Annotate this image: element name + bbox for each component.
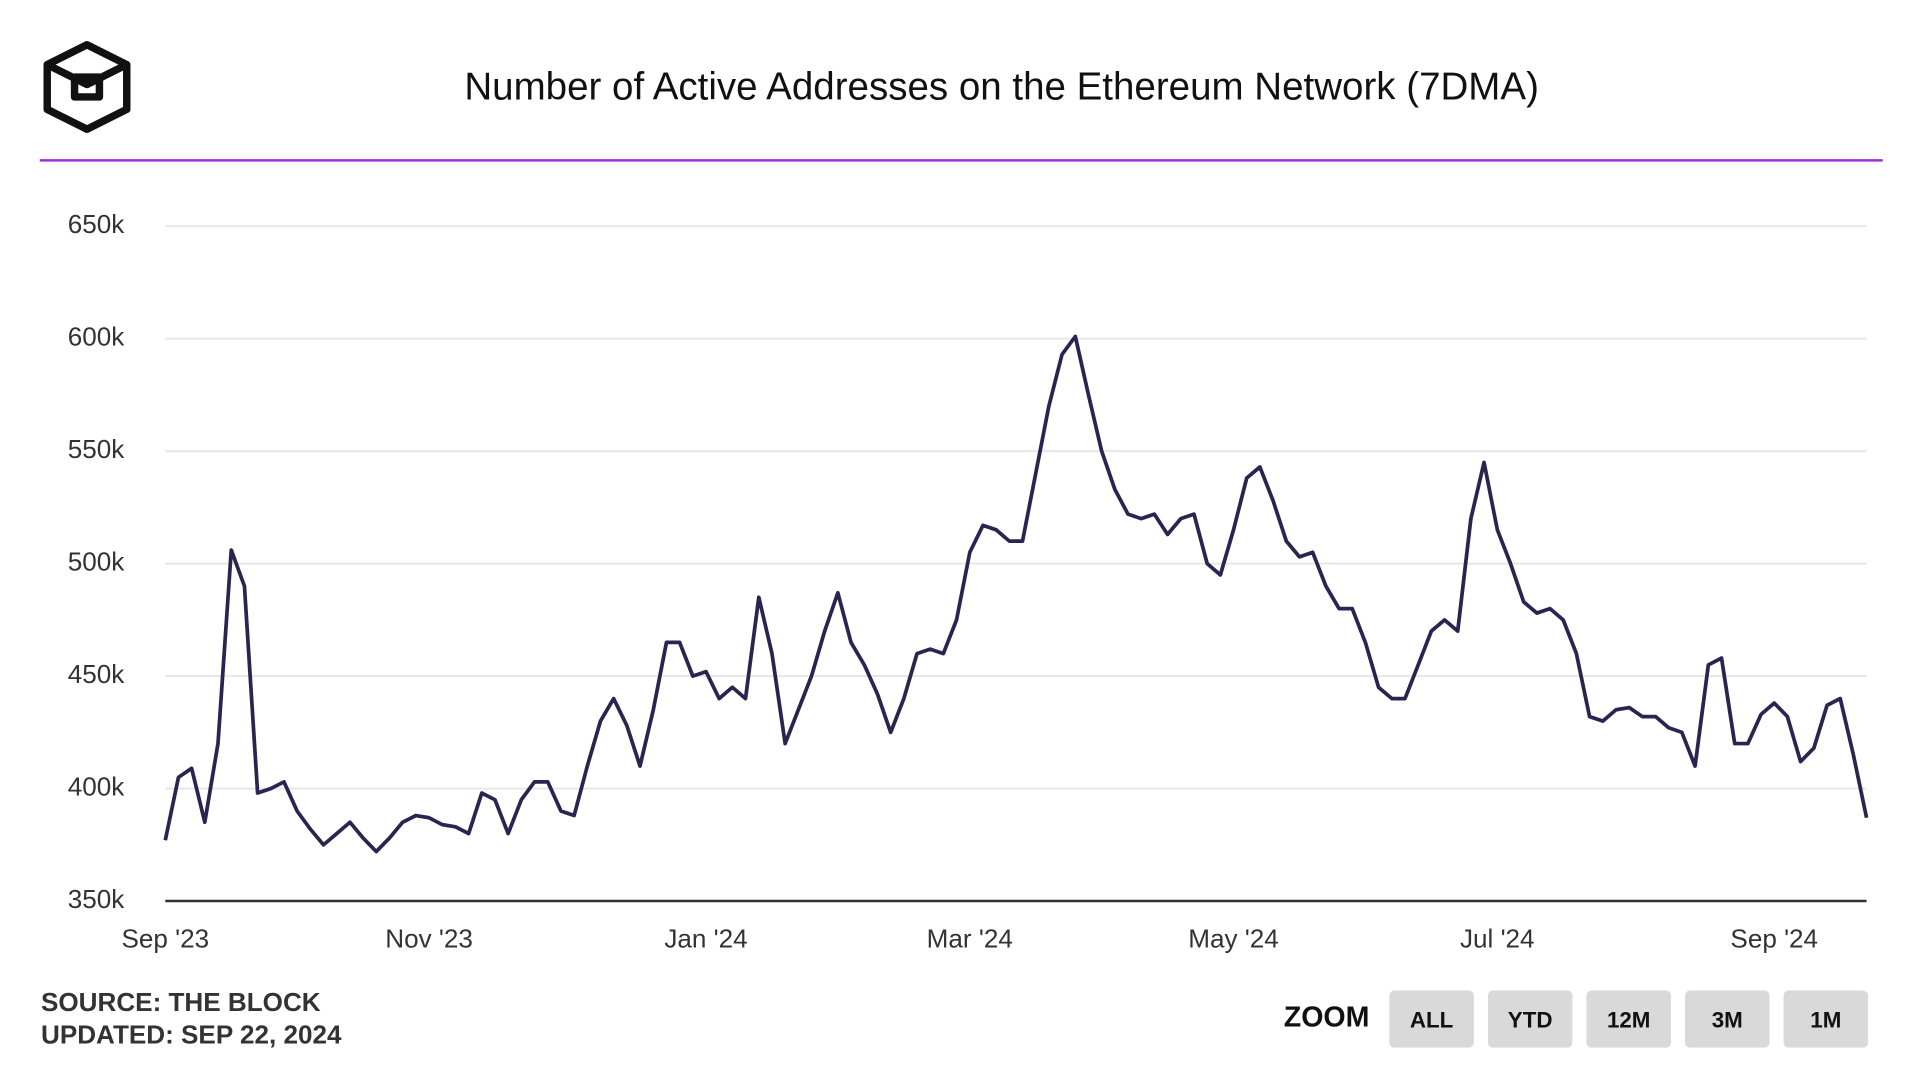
y-tick-label: 550k: [68, 434, 126, 464]
source: SOURCE: THE BLOCK: [41, 987, 321, 1017]
x-tick-label: Nov '23: [385, 924, 473, 954]
zoom-button-label[interactable]: 1M: [1810, 1007, 1841, 1032]
zoom-button-label[interactable]: ALL: [1410, 1007, 1453, 1032]
x-tick-label: Jul '24: [1460, 924, 1535, 954]
y-tick-label: 650k: [68, 209, 126, 239]
line: [163, 334, 1869, 854]
x-tick-label: Mar '24: [927, 924, 1013, 954]
x-tick-label: May '24: [1188, 924, 1278, 954]
zoom-button[interactable]: [1389, 990, 1474, 1048]
x-tick-label: Jan '24: [664, 924, 747, 954]
y-tick-label: 400k: [68, 771, 126, 801]
zoom-button[interactable]: [1685, 990, 1770, 1048]
y-tick-label: 500k: [68, 547, 126, 577]
chart-title: Number of Active Addresses on the Ethere…: [464, 66, 1539, 109]
y-tick-label: 450k: [68, 659, 126, 689]
logo: [43, 41, 131, 133]
zoom-button[interactable]: [1783, 990, 1869, 1048]
zoom-button-label[interactable]: YTD: [1508, 1007, 1553, 1032]
zoom-button-label[interactable]: 3M: [1712, 1007, 1743, 1032]
zoom-button-label[interactable]: 12M: [1607, 1007, 1650, 1032]
y-tick-label: 600k: [68, 322, 126, 352]
x-tick-label: Sep '24: [1730, 924, 1818, 954]
zoom-label: ZOOM: [1284, 1002, 1370, 1034]
y-tick-label: 350k: [68, 884, 126, 914]
x-tick-label: Sep '23: [121, 924, 209, 954]
zoom-button[interactable]: [1586, 990, 1671, 1048]
zoom-button[interactable]: [1487, 990, 1573, 1048]
updated: UPDATED: SEP 22, 2024: [41, 1019, 342, 1049]
